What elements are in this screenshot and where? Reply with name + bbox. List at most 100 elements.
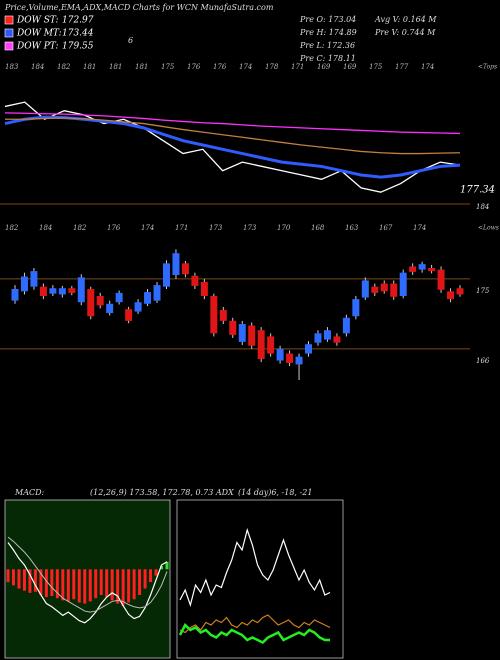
candle-body xyxy=(219,310,227,321)
quote-text: Pre L: 172.36 xyxy=(299,41,355,50)
candle-body xyxy=(456,288,464,295)
legend-swatch xyxy=(4,15,14,25)
top-label: 175 xyxy=(369,63,383,71)
candle-body xyxy=(333,336,341,343)
legend-label: DOW ST: xyxy=(16,16,59,26)
candle-body xyxy=(30,271,38,287)
candle-body xyxy=(20,276,28,292)
candle-body xyxy=(153,285,161,301)
top-label: 176 xyxy=(213,63,227,71)
macd-bar xyxy=(17,569,21,589)
candle-body xyxy=(305,344,313,354)
candle-body xyxy=(276,348,284,361)
low-label: 170 xyxy=(277,224,291,232)
macd-bar xyxy=(11,569,15,586)
candle-body xyxy=(248,325,256,346)
quote-text: Pre V: 0.744 M xyxy=(374,28,436,37)
adx-line xyxy=(178,622,330,645)
candle-body xyxy=(399,272,407,296)
macd-bar xyxy=(127,569,131,603)
macd-line xyxy=(7,542,168,624)
y-tick-label: 175 xyxy=(476,287,490,295)
candle-body xyxy=(238,324,246,342)
top-label: 181 xyxy=(109,63,122,71)
macd-bar xyxy=(138,569,142,595)
candle-body xyxy=(87,289,95,317)
candle-body xyxy=(286,353,294,363)
candle-body xyxy=(115,292,123,303)
candle-body xyxy=(11,289,19,301)
candle-body xyxy=(39,286,47,296)
candle-body xyxy=(229,320,237,335)
macd-bar xyxy=(143,569,147,589)
macd-bar xyxy=(105,569,109,598)
low-label: 184 xyxy=(39,224,52,232)
macd-bar xyxy=(77,569,81,603)
adx-line xyxy=(179,614,331,634)
page-title: Price,Volume,EMA,ADX,MACD Charts for WCN… xyxy=(4,3,274,12)
candle-body xyxy=(210,296,218,334)
macd-bar xyxy=(66,569,70,602)
low-label: 167 xyxy=(379,224,393,232)
candle-body xyxy=(352,299,360,317)
last-label: 177.34 xyxy=(460,185,495,196)
macd-bar xyxy=(165,561,169,570)
quote-text: Pre O: 173.04 xyxy=(299,15,356,24)
legend-swatch xyxy=(4,41,14,51)
quote-text: Pre C: 178.11 xyxy=(299,54,356,63)
adx-line xyxy=(179,527,331,608)
quote-text: Pre H: 174.89 xyxy=(299,28,357,37)
candle-body xyxy=(437,269,445,290)
low-label: 171 xyxy=(175,224,188,232)
candle-body xyxy=(68,288,76,293)
top-label: 169 xyxy=(317,63,331,71)
low-label: 176 xyxy=(107,224,121,232)
macd-label: MACD: xyxy=(14,488,45,497)
macd-bar xyxy=(28,569,32,593)
top-caption: <Tops xyxy=(478,64,497,71)
macd-bar xyxy=(6,569,10,583)
note: 6 xyxy=(128,36,133,45)
candle-body xyxy=(447,291,455,300)
macd-bar xyxy=(149,569,153,583)
low-label: 174 xyxy=(141,224,154,232)
legend-value: 173.44 xyxy=(62,29,94,39)
candle-body xyxy=(257,330,265,359)
low-label: 173 xyxy=(243,224,257,232)
legend-value: 172.97 xyxy=(62,16,94,26)
signal-line xyxy=(7,536,168,613)
candle-body xyxy=(172,253,180,275)
top-label: 177 xyxy=(395,63,409,71)
candle-body xyxy=(162,263,170,287)
candle-body xyxy=(77,277,85,303)
candle-body xyxy=(418,264,426,270)
top-label: 176 xyxy=(187,63,201,71)
candle-body xyxy=(134,302,142,312)
candle-body xyxy=(125,309,133,321)
candle-body xyxy=(49,288,57,294)
macd-bar xyxy=(83,569,87,604)
macd-bar xyxy=(55,569,59,599)
low-label: 168 xyxy=(311,224,325,232)
adx-text: (14 day)6, -18, -21 xyxy=(238,488,312,497)
candle-body xyxy=(144,292,152,304)
candle-body xyxy=(428,268,436,272)
top-label: 183 xyxy=(5,63,19,71)
macd-bar xyxy=(61,569,65,601)
macd-bar xyxy=(160,566,164,570)
legend-label: DOW MT: xyxy=(16,29,62,39)
macd-bar xyxy=(33,569,37,592)
legend-value: 179.55 xyxy=(62,42,94,52)
macd-bar xyxy=(50,569,54,597)
y-tick-label: 166 xyxy=(476,357,490,365)
ema-line xyxy=(4,112,461,135)
low-label: 163 xyxy=(345,224,359,232)
candle-body xyxy=(342,317,350,334)
top-label: 184 xyxy=(31,63,44,71)
macd-bar xyxy=(88,569,92,602)
legend-swatch xyxy=(4,28,14,38)
top-label: 181 xyxy=(83,63,96,71)
quote-text: Avg V: 0.164 M xyxy=(374,15,437,24)
top-label: 182 xyxy=(57,63,71,71)
